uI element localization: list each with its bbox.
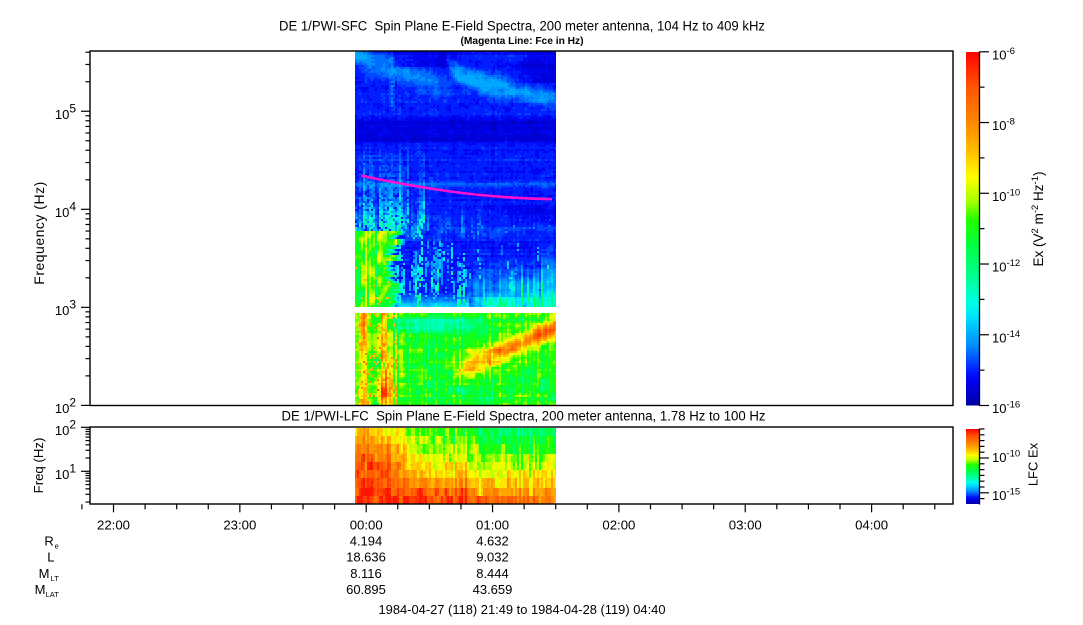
svg-text:22:00: 22:00 bbox=[97, 518, 130, 533]
svg-text:8.116: 8.116 bbox=[350, 566, 382, 581]
svg-text:Frequency (Hz): Frequency (Hz) bbox=[31, 181, 47, 284]
svg-text:04:00: 04:00 bbox=[855, 518, 888, 533]
svg-text:01:00: 01:00 bbox=[476, 518, 509, 533]
svg-text:M: M bbox=[35, 582, 46, 597]
svg-text:03:00: 03:00 bbox=[729, 518, 762, 533]
svg-text:9.032: 9.032 bbox=[476, 550, 509, 565]
svg-text:Freq (Hz): Freq (Hz) bbox=[31, 438, 46, 494]
svg-text:LT: LT bbox=[51, 574, 60, 583]
svg-text:00:00: 00:00 bbox=[350, 518, 383, 533]
svg-text:1984-04-27 (118) 21:49 to 1984: 1984-04-27 (118) 21:49 to 1984-04-28 (11… bbox=[379, 602, 666, 617]
svg-text:60.895: 60.895 bbox=[346, 582, 386, 597]
svg-text:8.444: 8.444 bbox=[476, 566, 509, 581]
svg-text:Ex (V2 m-2 Hz-1): Ex (V2 m-2 Hz-1) bbox=[1030, 172, 1046, 267]
svg-text:L: L bbox=[47, 550, 54, 565]
svg-text:18.636: 18.636 bbox=[346, 550, 386, 565]
svg-text:(Magenta Line: Fce in Hz): (Magenta Line: Fce in Hz) bbox=[461, 35, 584, 47]
svg-text:43.659: 43.659 bbox=[473, 582, 513, 597]
svg-text:R: R bbox=[44, 534, 53, 549]
svg-text:LAT: LAT bbox=[46, 590, 60, 599]
svg-text:4.194: 4.194 bbox=[350, 534, 383, 549]
svg-text:e: e bbox=[55, 542, 59, 551]
svg-text:DE 1/PWI-SFC Spin Plane E-Fie: DE 1/PWI-SFC Spin Plane E-Field Spectra,… bbox=[279, 18, 765, 33]
svg-text:4.632: 4.632 bbox=[476, 534, 509, 549]
svg-text:M: M bbox=[39, 566, 50, 581]
svg-text:02:00: 02:00 bbox=[602, 518, 635, 533]
svg-text:23:00: 23:00 bbox=[223, 518, 256, 533]
svg-text:DE 1/PWI-LFC Spin Plane E-Fie: DE 1/PWI-LFC Spin Plane E-Field Spectra,… bbox=[282, 409, 766, 424]
svg-text:LFC Ex: LFC Ex bbox=[1026, 442, 1041, 486]
